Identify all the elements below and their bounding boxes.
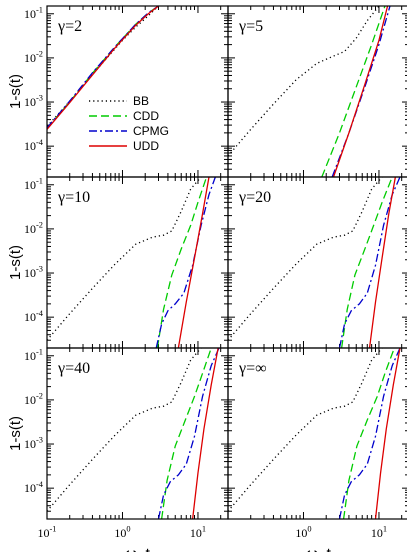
series-group: [228, 348, 401, 519]
legend-label-cdd: CDD: [133, 109, 159, 123]
series-line-udd: [332, 6, 389, 177]
panel-6: γ=∞ 100 101 ωDt: [227, 347, 407, 552]
panel-label: γ=40: [57, 360, 90, 377]
series-line-udd: [374, 348, 401, 519]
x-axis-title: ωDt: [125, 546, 150, 552]
x-tick-label: 10-1: [38, 525, 57, 540]
series-group: [47, 6, 159, 130]
y-axis-title: 1-s(t): [7, 245, 24, 280]
legend-label-cpmg: CPMG: [133, 124, 169, 138]
series-line-cpmg: [47, 6, 159, 129]
series-group: [47, 348, 220, 519]
y-tick-label: 10-1: [24, 5, 43, 20]
series-line-cpmg: [338, 348, 401, 519]
series-line-udd: [47, 6, 159, 130]
y-tick-label: 10-4: [24, 309, 44, 324]
y-tick-label: 10-2: [24, 220, 43, 235]
panel-frame: [227, 347, 407, 520]
series-line-udd: [191, 348, 219, 519]
series-line-cdd: [321, 6, 386, 177]
panel-2: γ=5: [227, 5, 407, 178]
series-line-cpmg: [157, 348, 220, 519]
x-axis-title: ωDt: [306, 546, 331, 552]
panel-4: γ=20: [227, 176, 407, 349]
x-tick-label: 100: [295, 525, 311, 540]
legend-label-udd: UDD: [133, 139, 159, 153]
y-tick-label: 10-1: [24, 176, 43, 191]
y-tick-label: 10-4: [24, 480, 44, 495]
panel-label: γ=2: [57, 18, 82, 35]
y-axis-title: 1-s(t): [7, 74, 24, 109]
series-line-cdd: [156, 177, 208, 348]
y-tick-label: 10-3: [24, 94, 43, 109]
series-line-cdd: [342, 348, 395, 519]
panel-label: γ=5: [238, 18, 263, 35]
panel-label: γ=20: [238, 189, 271, 206]
y-tick-label: 10-2: [24, 49, 43, 64]
series-group: [47, 177, 216, 348]
y-tick-label: 10-1: [24, 347, 43, 362]
panel-5: γ=40 10-4 10-3 10-2 10-1 1-s(t) 10-1 100 101 ωDt: [7, 347, 229, 552]
series-line-cpmg: [155, 177, 216, 348]
panel-3: γ=10 10-4 10-3 10-2 10-1 1-s(t): [7, 176, 229, 349]
tick-marks: [46, 6, 228, 178]
series-group: [228, 6, 391, 177]
x-tick-label: 101: [371, 525, 387, 540]
panel-label: γ=10: [57, 189, 90, 206]
series-line-udd: [368, 177, 397, 348]
y-tick-label: 10-3: [24, 436, 43, 451]
tick-marks: [46, 348, 228, 520]
series-line-cdd: [340, 177, 393, 348]
y-axis-title: 1-s(t): [7, 416, 24, 451]
y-tick-label: 10-3: [24, 265, 43, 280]
series-line-udd: [177, 177, 210, 348]
legend-label-bb: BB: [133, 94, 149, 108]
series-group: [228, 177, 401, 348]
y-tick-label: 10-4: [24, 138, 44, 153]
series-line-cdd: [160, 348, 212, 519]
y-tick-label: 10-2: [24, 391, 43, 406]
panel-label: γ=∞: [238, 360, 267, 377]
x-tick-label: 101: [190, 525, 206, 540]
x-tick-label: 100: [114, 525, 130, 540]
